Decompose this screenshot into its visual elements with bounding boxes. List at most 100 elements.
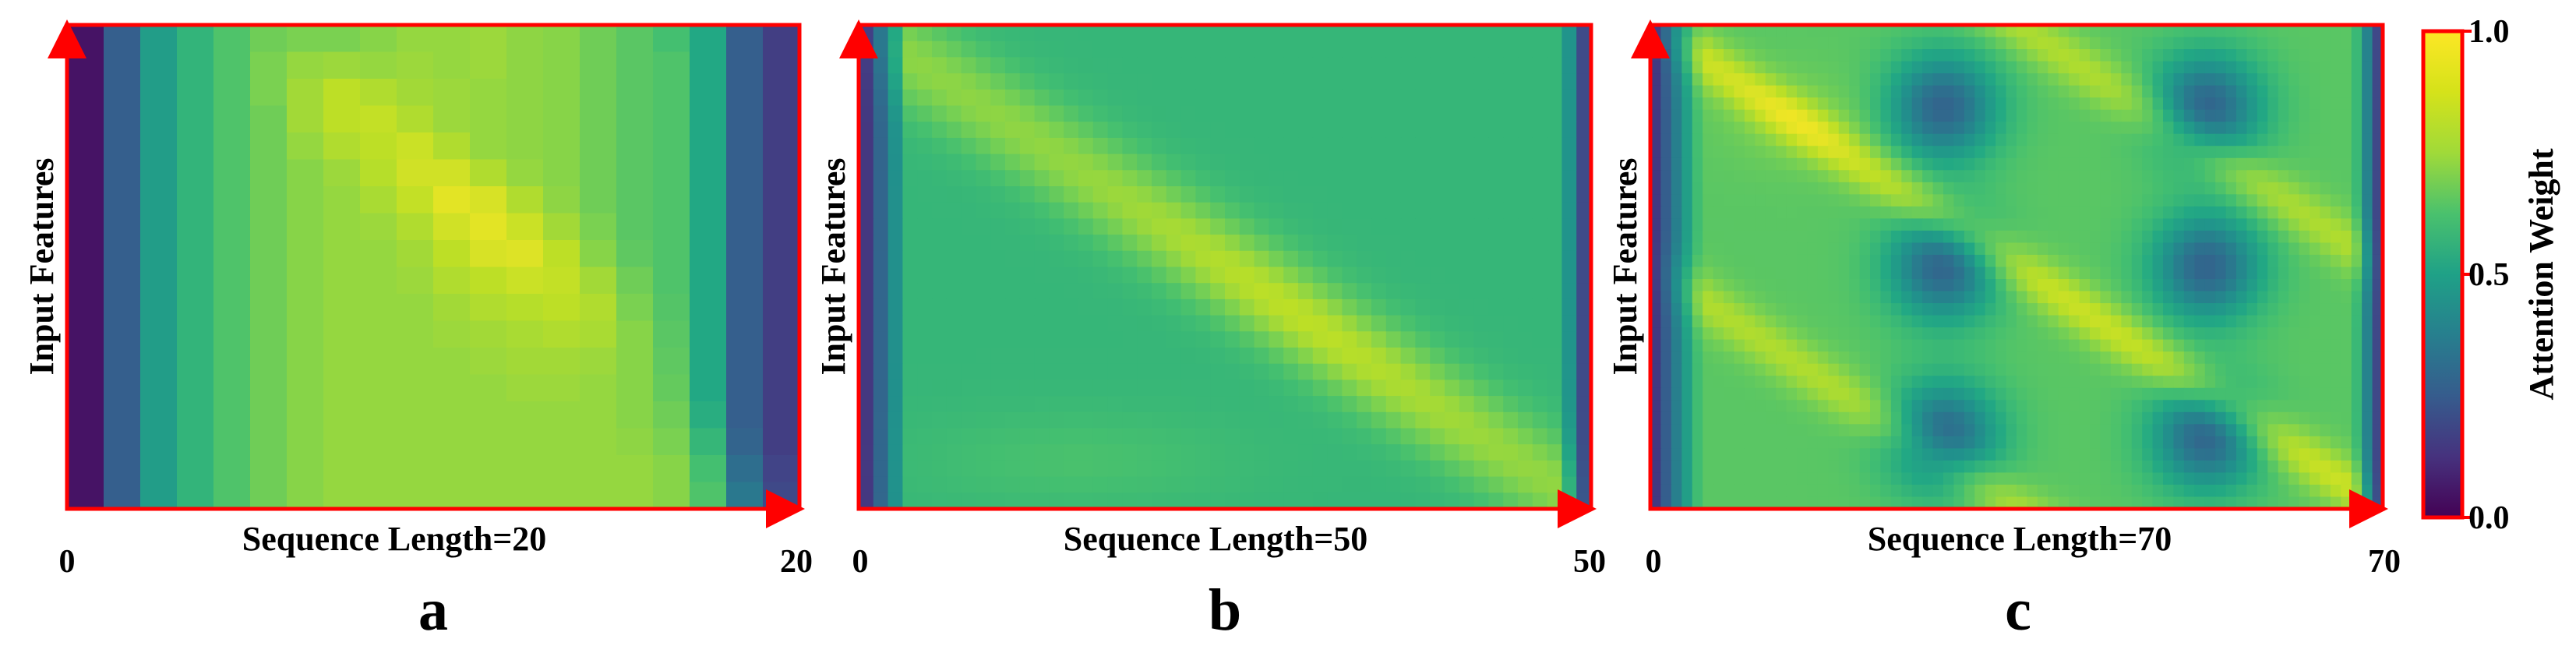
heatmap-cell-b (961, 122, 976, 139)
heatmap-cell-b (1312, 57, 1329, 74)
heatmap-cell-b (1371, 444, 1387, 461)
heatmap-cell-a (250, 374, 288, 402)
heatmap-cell-a (506, 374, 544, 402)
heatmap-cell-b (1488, 428, 1504, 445)
heatmap-cell-c (2090, 206, 2101, 220)
heatmap-cell-c (1859, 73, 1871, 86)
heatmap-cell-b (1152, 331, 1167, 348)
heatmap-cell-c (2163, 242, 2175, 256)
heatmap-cell-c (2048, 279, 2059, 292)
heatmap-cell-c (1703, 97, 1714, 111)
heatmap-cell-b (1547, 460, 1562, 478)
heatmap-cell-b (1415, 331, 1431, 348)
heatmap-cell-c (2121, 230, 2133, 244)
heatmap-cell-c (1911, 411, 1923, 425)
heatmap-cell-b (1459, 298, 1475, 316)
heatmap-cell-c (2037, 327, 2048, 341)
heatmap-cell-c (2320, 411, 2331, 425)
heatmap-cell-c (2288, 254, 2300, 268)
heatmap-cell-c (2278, 387, 2289, 401)
heatmap-cell-c (2152, 85, 2164, 98)
heatmap-cell-b (1078, 154, 1094, 171)
heatmap-cell-c (1681, 49, 1693, 62)
heatmap-cell-a (213, 320, 251, 348)
heatmap-cell-c (1911, 182, 1923, 195)
heatmap-cell-b (1488, 105, 1504, 122)
heatmap-cell-b (1064, 428, 1079, 445)
heatmap-cell-c (1713, 146, 1724, 159)
heatmap-cell-c (1817, 267, 1829, 280)
heatmap-cell-c (1786, 182, 1798, 195)
heatmap-cell-c (1943, 109, 1955, 122)
heatmap-cell-b (1518, 444, 1533, 461)
heatmap-cell-b (946, 154, 962, 171)
heatmap-cell-b (990, 331, 1006, 348)
heatmap-cell-c (1650, 496, 1662, 510)
heatmap-cell-c (1932, 85, 1944, 98)
heatmap-cell-c (1692, 61, 1703, 74)
heatmap-cell-c (2048, 387, 2059, 401)
heatmap-cell-b (1166, 105, 1182, 122)
heatmap-cell-c (1807, 170, 1819, 183)
heatmap-cell-c (1932, 376, 1944, 389)
heatmap-cell-c (2037, 376, 2048, 389)
heatmap-cell-c (1744, 460, 1756, 474)
heatmap-cell-b (1210, 202, 1226, 219)
heatmap-cell-c (1870, 61, 1882, 74)
heatmap-cell-b (1576, 331, 1592, 348)
heatmap-cell-c (2163, 218, 2175, 231)
heatmap-cell-c (2310, 376, 2321, 389)
heatmap-cell-b (1561, 476, 1577, 493)
heatmap-cell-b (1415, 363, 1431, 380)
heatmap-cell-b (1342, 170, 1357, 187)
heatmap-cell-b (902, 154, 918, 171)
heatmap-cell-c (2110, 206, 2122, 220)
heatmap-cell-a (433, 428, 471, 456)
heatmap-cell-a (177, 348, 214, 376)
heatmap-cell-c (1932, 315, 1944, 328)
heatmap-cell-c (2100, 73, 2112, 86)
heatmap-cell-c (1953, 133, 1965, 146)
heatmap-cell-b (917, 154, 933, 171)
heatmap-cell-b (976, 154, 991, 171)
heatmap-cell-a (250, 159, 288, 187)
heatmap-cell-b (1078, 137, 1094, 155)
heatmap-cell-c (1953, 291, 1965, 304)
heatmap-cell-c (2006, 363, 2017, 376)
heatmap-cell-b (1064, 186, 1079, 203)
heatmap-cell-b (1342, 444, 1357, 461)
heatmap-cell-c (2225, 157, 2237, 171)
heatmap-cell-c (1713, 387, 1724, 401)
heatmap-cell-b (887, 41, 903, 58)
heatmap-cell-b (1488, 460, 1504, 478)
heatmap-cell-c (1692, 351, 1703, 365)
heatmap-cell-c (1744, 85, 1756, 98)
heatmap-cell-c (1985, 85, 1996, 98)
heatmap-cell-c (2027, 400, 2038, 413)
heatmap-cell-c (2017, 61, 2028, 74)
heatmap-cell-c (2131, 97, 2143, 111)
heatmap-cell-b (1283, 348, 1299, 365)
heatmap-cell-b (1239, 235, 1255, 252)
heatmap-cell-c (1734, 242, 1745, 256)
heatmap-cell-c (1797, 25, 1808, 38)
heatmap-cell-c (1880, 424, 1892, 437)
heatmap-cell-b (1561, 460, 1577, 478)
heatmap-cell-c (2037, 254, 2048, 268)
heatmap-cell-c (1849, 25, 1861, 38)
heatmap-cell-c (1650, 400, 1662, 413)
heatmap-cell-c (1974, 242, 1986, 256)
heatmap-cell-c (1943, 291, 1955, 304)
heatmap-cell-c (1911, 424, 1923, 437)
heatmap-cell-c (2069, 37, 2080, 50)
heatmap-cell-c (2027, 206, 2038, 220)
heatmap-cell-c (1870, 49, 1882, 62)
heatmap-cell-c (1901, 109, 1913, 122)
heatmap-cell-c (1828, 194, 1840, 207)
heatmap-cell-b (1371, 170, 1387, 187)
heatmap-cell-a (140, 428, 178, 456)
heatmap-cell-c (1911, 460, 1923, 474)
heatmap-a (67, 25, 800, 510)
heatmap-cell-b (859, 89, 874, 107)
heatmap-cell-c (2163, 484, 2175, 498)
